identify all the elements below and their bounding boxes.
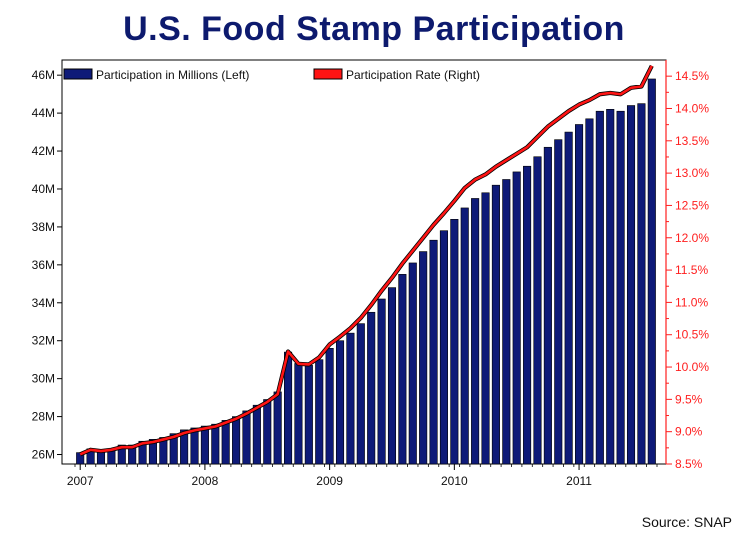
bar-series bbox=[76, 78, 656, 465]
bar bbox=[335, 340, 345, 465]
bar bbox=[356, 323, 365, 465]
bar bbox=[626, 105, 636, 465]
bar bbox=[190, 427, 199, 465]
right-tick-label: 10.0% bbox=[675, 360, 709, 374]
right-tick-label: 14.0% bbox=[675, 101, 709, 115]
bar bbox=[606, 109, 615, 465]
bar bbox=[439, 230, 448, 465]
left-tick-label: 38M bbox=[32, 220, 55, 234]
bar bbox=[491, 184, 500, 465]
bar bbox=[543, 146, 552, 465]
bar bbox=[460, 207, 469, 465]
bar bbox=[200, 425, 209, 465]
right-tick-label: 9.0% bbox=[675, 425, 703, 439]
left-tick-label: 44M bbox=[32, 106, 55, 120]
bar bbox=[450, 219, 459, 465]
bar bbox=[294, 363, 303, 465]
bar bbox=[575, 124, 584, 465]
bar bbox=[346, 332, 355, 465]
left-tick-label: 30M bbox=[32, 372, 55, 386]
bar bbox=[304, 365, 313, 465]
bar bbox=[148, 439, 157, 465]
x-tick-label: 2009 bbox=[316, 474, 343, 488]
left-tick-label: 36M bbox=[32, 258, 55, 272]
x-tick-label: 2008 bbox=[192, 474, 219, 488]
left-tick-label: 26M bbox=[32, 448, 55, 462]
legend-swatch-bars bbox=[63, 68, 93, 80]
x-tick-label: 2007 bbox=[67, 474, 94, 488]
bar bbox=[481, 192, 490, 465]
right-tick-label: 11.0% bbox=[675, 295, 708, 309]
right-tick-label: 14.5% bbox=[675, 69, 709, 83]
bar bbox=[616, 110, 625, 465]
left-axis: 26M 28M 30M 32M 34M 36M 38M 40M 42M 44M 46M bbox=[32, 68, 62, 462]
bar bbox=[647, 78, 656, 465]
bar bbox=[315, 359, 324, 465]
chart-title: U.S. Food Stamp Participation bbox=[123, 10, 625, 48]
bar bbox=[554, 139, 563, 465]
bar bbox=[221, 420, 230, 465]
left-tick-label: 34M bbox=[32, 296, 55, 310]
right-tick-label: 13.5% bbox=[675, 134, 709, 148]
legend-label-line: Participation Rate (Right) bbox=[346, 68, 480, 82]
bar bbox=[429, 239, 438, 465]
right-tick-label: 9.5% bbox=[675, 392, 703, 406]
x-tick-label: 2011 bbox=[566, 474, 592, 488]
bar bbox=[232, 416, 241, 465]
legend: Participation in Millions (Left) Partici… bbox=[63, 68, 480, 82]
bar bbox=[325, 347, 334, 465]
right-tick-label: 11.5% bbox=[675, 263, 708, 277]
bar bbox=[387, 287, 397, 465]
left-tick-label: 40M bbox=[32, 182, 55, 196]
bar bbox=[523, 165, 532, 465]
left-tick-label: 28M bbox=[32, 410, 55, 424]
bar bbox=[273, 391, 282, 465]
bar bbox=[263, 399, 272, 465]
bar bbox=[533, 156, 542, 465]
bar bbox=[471, 198, 480, 465]
left-tick-label: 46M bbox=[32, 68, 55, 82]
right-tick-label: 12.0% bbox=[675, 231, 709, 245]
right-tick-label: 10.5% bbox=[675, 328, 709, 342]
bar bbox=[211, 423, 220, 465]
bar bbox=[419, 251, 428, 465]
bar bbox=[117, 444, 126, 465]
bar bbox=[595, 110, 604, 465]
legend-label-bars: Participation in Millions (Left) bbox=[96, 68, 249, 82]
bar bbox=[564, 131, 573, 465]
legend-swatch-line bbox=[313, 68, 343, 80]
bar bbox=[169, 433, 178, 465]
right-tick-label: 8.5% bbox=[675, 457, 703, 471]
rate-line bbox=[79, 65, 653, 456]
x-axis: 2007 2008 2009 2010 2011 bbox=[67, 464, 658, 488]
bar bbox=[637, 103, 646, 465]
bar bbox=[512, 171, 521, 465]
left-tick-label: 32M bbox=[32, 334, 55, 348]
bar bbox=[502, 179, 511, 465]
bar bbox=[180, 429, 189, 465]
x-tick-label: 2010 bbox=[441, 474, 468, 488]
bar bbox=[242, 410, 251, 465]
bar bbox=[367, 311, 376, 465]
bar bbox=[408, 262, 417, 465]
bar bbox=[398, 274, 407, 465]
left-tick-label: 42M bbox=[32, 144, 55, 158]
source-note: Source: SNAP bbox=[641, 514, 732, 530]
right-axis: 8.5% 9.0% 9.5% 10.0% 10.5% 11.0% 11.5% 12.0% 12.… bbox=[665, 60, 709, 471]
right-tick-label: 13.0% bbox=[675, 166, 709, 180]
bar bbox=[252, 404, 261, 465]
bar bbox=[585, 118, 594, 465]
right-tick-label: 12.5% bbox=[675, 198, 709, 212]
bar bbox=[377, 298, 386, 465]
line-series bbox=[79, 64, 654, 457]
